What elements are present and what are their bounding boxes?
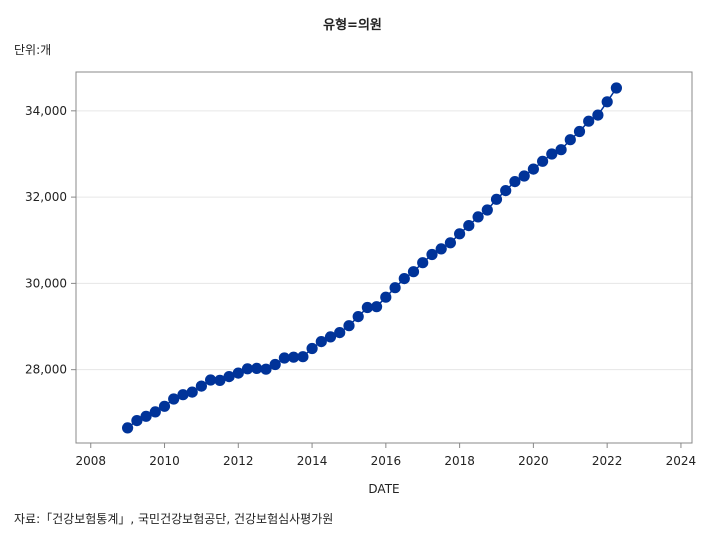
data-point: [490, 193, 503, 205]
data-markers: [122, 82, 623, 434]
x-axis-title: DATE: [368, 482, 399, 496]
data-point: [315, 336, 327, 348]
source-note: 자료:「건강보험통계」, 국민건강보험공단, 건강보험심사평가원: [14, 512, 334, 526]
data-point: [527, 163, 540, 175]
data-point: [454, 228, 466, 240]
data-point: [426, 248, 438, 261]
data-point: [288, 351, 300, 363]
x-tick-label: 2012: [223, 454, 254, 468]
x-tick-label: 2016: [371, 454, 402, 468]
chart-title: 유형=의원: [323, 18, 382, 33]
data-point: [398, 273, 410, 285]
x-tick-label: 2022: [592, 454, 623, 468]
data-point: [601, 96, 613, 108]
data-point: [251, 362, 263, 374]
x-tick-label: 2014: [297, 454, 328, 468]
data-point: [518, 170, 530, 182]
data-point: [158, 400, 171, 412]
data-point: [297, 351, 309, 363]
data-point: [306, 342, 318, 355]
data-point: [149, 406, 161, 418]
x-tick-label: 2020: [518, 454, 549, 468]
data-point: [343, 320, 355, 332]
data-point: [463, 220, 475, 232]
data-point: [186, 386, 198, 398]
x-tick-label: 2008: [75, 454, 106, 468]
data-point: [352, 311, 364, 323]
y-tick-label: 30,000: [25, 276, 67, 290]
data-point: [232, 367, 244, 379]
data-point: [444, 237, 456, 249]
data-point: [583, 115, 595, 127]
data-point: [555, 144, 567, 156]
data-point: [610, 82, 623, 94]
plot-frame: [75, 71, 693, 444]
data-point: [177, 389, 189, 401]
data-point: [389, 282, 401, 294]
unit-label: 단위:개: [14, 43, 52, 57]
data-point: [223, 371, 235, 383]
data-point: [592, 109, 604, 121]
data-point: [214, 374, 226, 386]
data-point: [140, 410, 152, 422]
data-point: [371, 301, 383, 313]
data-point: [278, 352, 290, 364]
x-tick-label: 2024: [666, 454, 697, 468]
y-tick-label: 32,000: [25, 190, 67, 204]
y-tick-label: 28,000: [25, 363, 67, 377]
data-point: [564, 134, 576, 146]
data-point: [407, 266, 420, 278]
y-tick-label: 34,000: [25, 104, 67, 118]
grid-lines: [76, 110, 692, 371]
y-axis: 28,000 30,000 32,000 34,000: [25, 104, 76, 377]
data-point: [472, 211, 484, 223]
series-line: [127, 87, 618, 429]
data-point: [205, 374, 217, 386]
data-point: [334, 327, 346, 339]
data-point: [537, 155, 549, 167]
data-point: [573, 125, 586, 138]
data-point: [122, 422, 134, 434]
x-tick-label: 2010: [149, 454, 180, 468]
data-point: [417, 257, 429, 269]
data-point: [546, 148, 558, 160]
data-point: [380, 291, 392, 303]
data-point: [260, 363, 272, 375]
data-point: [509, 176, 521, 188]
x-axis: 2008 2010 2012 2014 2016 2018 2020 2022 2024: [75, 443, 696, 468]
x-tick-label: 2018: [444, 454, 475, 468]
data-point: [435, 243, 447, 255]
data-point: [131, 415, 143, 427]
data-point: [168, 393, 180, 405]
data-point: [241, 363, 254, 375]
data-point: [481, 204, 493, 216]
data-point: [500, 185, 512, 197]
data-point: [195, 380, 207, 392]
data-point: [361, 301, 373, 314]
data-point: [324, 331, 337, 343]
data-point: [269, 358, 281, 371]
